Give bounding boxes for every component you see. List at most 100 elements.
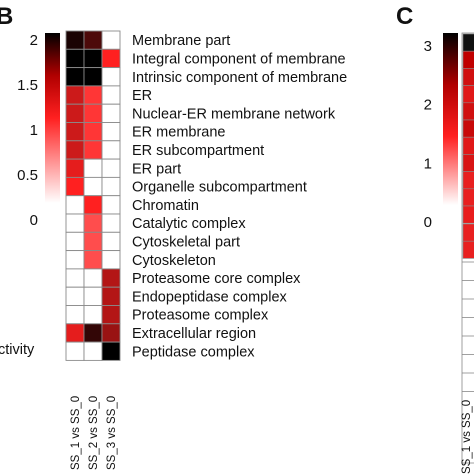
row-label: Cytoskeleton bbox=[132, 253, 216, 269]
heatmap-cell bbox=[83, 85, 103, 105]
panel-c-cell bbox=[462, 188, 474, 207]
heatmap-cell bbox=[101, 341, 121, 361]
heatmap-cell bbox=[83, 122, 103, 142]
row-labels: Membrane part Integral component of membr… bbox=[132, 33, 347, 360]
panel-c-column-label: SS_1 vs SS_0 bbox=[461, 400, 473, 474]
heatmap-cell bbox=[65, 158, 85, 178]
heatmap-cell bbox=[65, 323, 85, 343]
heatmap-cell bbox=[101, 85, 121, 105]
heatmap-cell bbox=[83, 140, 103, 160]
panel-c-cell bbox=[462, 33, 474, 52]
row-label: ER bbox=[132, 88, 152, 104]
heatmap-cell bbox=[101, 268, 121, 288]
heatmap-cell bbox=[101, 158, 121, 178]
heatmap-cell bbox=[83, 103, 103, 123]
row-label: ER membrane bbox=[132, 125, 225, 141]
row-label: Extracellular region bbox=[132, 326, 256, 342]
heatmap-cell bbox=[65, 341, 85, 361]
heatmap-cell bbox=[83, 67, 103, 87]
heatmap-cell bbox=[101, 140, 121, 160]
row-label: Proteasome complex bbox=[132, 308, 269, 324]
panel-c-cell bbox=[462, 119, 474, 138]
heatmap-cell bbox=[83, 268, 103, 288]
heatmap-cell bbox=[101, 250, 121, 270]
panel-letter-c: C bbox=[396, 3, 413, 30]
heatmap-cell bbox=[65, 213, 85, 233]
heatmap-cell bbox=[83, 195, 103, 215]
heatmap-cell bbox=[83, 231, 103, 252]
heatmap-cell bbox=[101, 176, 121, 197]
panel-c-cell bbox=[462, 102, 474, 121]
heatmap-cell bbox=[83, 176, 103, 197]
heatmap-cell bbox=[65, 231, 85, 252]
heatmap-cell bbox=[83, 341, 103, 361]
heatmap-cell bbox=[65, 286, 85, 306]
heatmap-cell bbox=[83, 305, 103, 325]
heatmap-cell bbox=[65, 140, 85, 160]
heatmap-cell bbox=[101, 67, 121, 87]
row-label: Nuclear-ER membrane network bbox=[132, 106, 336, 122]
heatmap-cell bbox=[65, 195, 85, 215]
heatmap-cell bbox=[65, 48, 85, 69]
row-label: ER part bbox=[132, 161, 181, 177]
colorbar-right-gradient bbox=[443, 33, 458, 205]
heatmap-cell bbox=[65, 103, 85, 123]
panel-c-cell bbox=[462, 85, 474, 104]
row-label: Cytoskeletal part bbox=[132, 234, 240, 250]
heatmap-cell bbox=[65, 305, 85, 325]
heatmap-cell bbox=[83, 48, 103, 69]
heatmap-cell bbox=[101, 122, 121, 142]
panel-c-cell bbox=[462, 205, 474, 224]
heatmap-cell bbox=[83, 323, 103, 343]
heatmap-cell bbox=[101, 30, 121, 50]
row-label: ER subcompartment bbox=[132, 143, 264, 159]
heatmap-cell bbox=[65, 30, 85, 50]
row-label: Proteasome core complex bbox=[132, 271, 301, 287]
heatmap-cell bbox=[101, 286, 121, 306]
panel-letter-b: B bbox=[0, 3, 13, 30]
panel-c-cell bbox=[462, 50, 474, 69]
column-label: SS_2 vs SS_0 bbox=[88, 396, 100, 470]
heatmap-cell bbox=[101, 195, 121, 215]
heatmap-cell bbox=[65, 268, 85, 288]
panel-c-cell bbox=[462, 223, 474, 242]
row-label: Membrane part bbox=[132, 33, 230, 49]
colorbar-right-tick: 2 bbox=[424, 97, 432, 114]
heatmap-cell bbox=[101, 48, 121, 69]
colorbar-left-tick: 1 bbox=[30, 122, 38, 139]
heatmap-cell bbox=[101, 323, 121, 343]
panel-c-cell bbox=[462, 68, 474, 86]
heatmap-cell bbox=[65, 67, 85, 87]
row-label: Endopeptidase complex bbox=[132, 289, 288, 305]
heatmap-cell bbox=[101, 231, 121, 252]
colorbar-left: 2 1.5 1 0.5 0 bbox=[17, 32, 60, 229]
column-label: SS_3 vs SS_0 bbox=[106, 396, 118, 470]
panel-c-fragment: 3 2 1 0 SS_1 vs SS_0 bbox=[424, 32, 474, 474]
colorbar-right-tick: 3 bbox=[424, 38, 432, 55]
colorbar-left-ticks: 2 1.5 1 0.5 0 bbox=[17, 32, 38, 229]
panel-c-cell bbox=[462, 136, 474, 155]
colorbar-left-tick: 1.5 bbox=[17, 77, 38, 94]
panel-c-cell bbox=[462, 171, 474, 190]
panel-c-cell bbox=[462, 154, 474, 172]
heatmap-cell bbox=[65, 122, 85, 142]
heatmap-cell bbox=[83, 30, 103, 50]
heatmap-cell bbox=[83, 286, 103, 306]
heatmap-cell bbox=[101, 305, 121, 325]
heatmap-cell bbox=[65, 250, 85, 270]
row-label: Organelle subcompartment bbox=[132, 180, 307, 196]
colorbar-left-tick: 0.5 bbox=[17, 167, 38, 184]
colorbar-left-gradient bbox=[45, 33, 60, 203]
row-label: Intrinsic component of membrane bbox=[132, 70, 347, 86]
colorbar-right-ticks: 3 2 1 0 bbox=[424, 38, 432, 231]
row-label: Catalytic complex bbox=[132, 216, 246, 232]
colorbar-right-tick: 1 bbox=[424, 155, 432, 172]
heatmap-cell bbox=[83, 250, 103, 270]
column-labels: SS_1 vs SS_0 SS_2 vs SS_0 SS_3 vs SS_0 bbox=[70, 396, 118, 470]
heatmap-cell bbox=[65, 176, 85, 197]
heatmap-cell bbox=[83, 213, 103, 233]
heatmap-cell bbox=[101, 213, 121, 233]
colorbar-right-tick: 0 bbox=[424, 214, 432, 231]
heatmap-cell bbox=[65, 85, 85, 105]
row-label: Peptidase complex bbox=[132, 344, 255, 360]
